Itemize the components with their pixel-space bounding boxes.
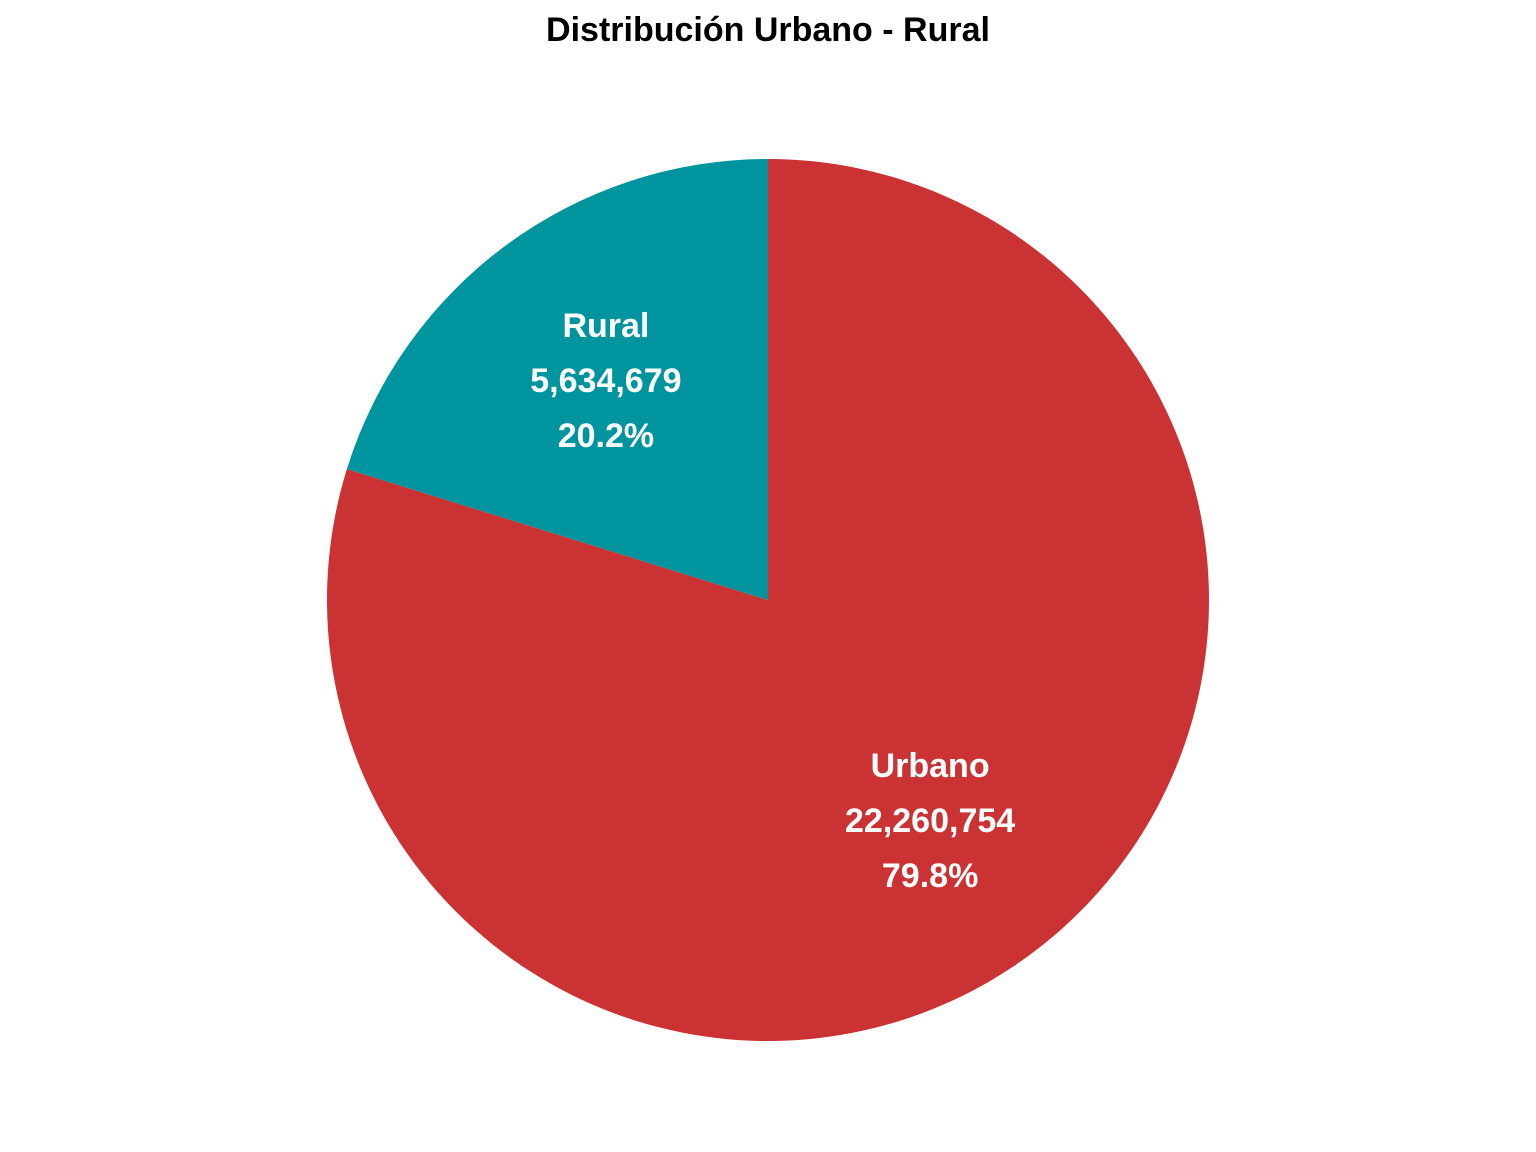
slice-label-value-rural: 5,634,679 [530, 362, 681, 400]
pie-slice-rural [346, 159, 768, 600]
labels-layer: Urbano 22,260,754 79.8% Rural 5,634,679 20.2% [530, 307, 1015, 895]
slice-label-percent-rural: 20.2% [558, 417, 654, 455]
slice-label-name-rural: Rural [562, 307, 649, 345]
chart-title: Distribución Urbano - Rural [546, 11, 990, 49]
slice-label-name-urbano: Urbano [871, 747, 990, 785]
slices-layer [327, 159, 1210, 1041]
slice-label-percent-urbano: 79.8% [882, 857, 978, 895]
slice-label-value-urbano: 22,260,754 [845, 802, 1015, 840]
